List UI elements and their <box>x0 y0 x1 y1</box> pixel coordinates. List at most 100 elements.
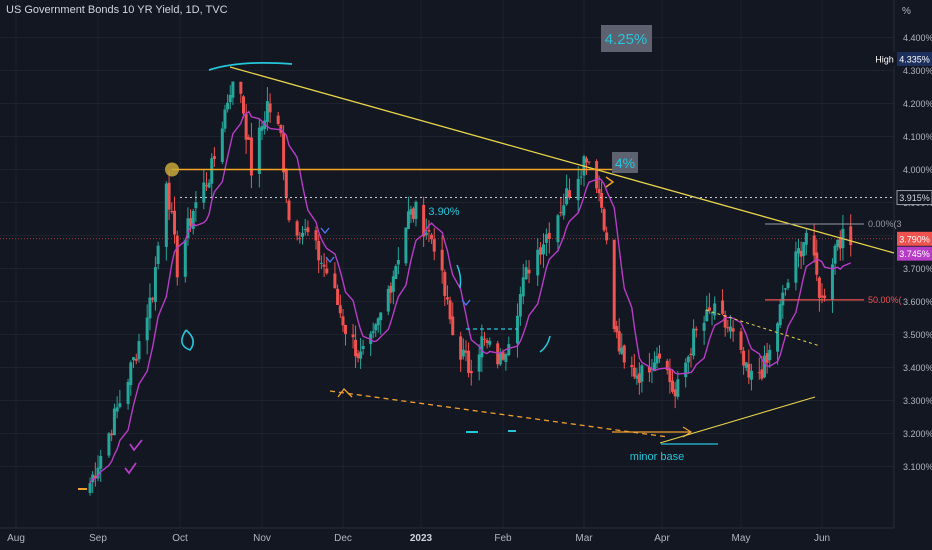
candle-body <box>359 351 363 359</box>
candle-body <box>786 282 790 288</box>
candle-body <box>202 182 206 203</box>
candle-body <box>710 312 714 314</box>
candle-body <box>430 234 434 240</box>
candle-body <box>676 379 680 397</box>
candle-body <box>630 365 634 368</box>
candle-body <box>763 355 767 378</box>
price-tag-value: 4.335% <box>899 54 930 64</box>
label-4: 4% <box>615 155 635 171</box>
candle-body <box>301 232 304 237</box>
candle-body <box>317 240 321 261</box>
label-425: 4.25% <box>605 31 648 48</box>
candle-body <box>319 262 323 264</box>
x-tick-label: May <box>732 533 751 544</box>
candle-body <box>647 366 651 373</box>
candle-body <box>167 182 171 210</box>
candle-body <box>156 245 160 265</box>
small-arrow <box>325 256 335 264</box>
small-arrow <box>320 227 330 235</box>
candle-body <box>657 353 661 359</box>
candle-body <box>620 347 624 354</box>
candle-body <box>249 137 253 176</box>
check-scribble <box>539 335 551 353</box>
fib-50-label: 50.00%( <box>868 295 902 305</box>
chart-title: US Government Bonds 10 YR Yield, 1D, TVC <box>6 4 228 16</box>
candle-body <box>689 353 693 356</box>
candle-body <box>836 239 840 247</box>
candle-body <box>702 322 706 331</box>
candle-body <box>379 312 383 321</box>
candle-body <box>757 372 761 374</box>
candle-body <box>287 200 291 221</box>
candle-body <box>461 349 465 357</box>
candle-body <box>96 467 100 479</box>
candle-body <box>88 483 92 493</box>
x-tick-label: Feb <box>494 533 512 544</box>
candle-body <box>427 230 431 232</box>
candle-body <box>241 96 245 114</box>
y-tick-label: 3.700% <box>903 264 932 274</box>
label-box-425 <box>601 25 652 52</box>
y-tick-label: 4.000% <box>903 165 932 175</box>
label-390: 3.90% <box>428 206 459 218</box>
price-tag-last-price <box>897 231 932 246</box>
candle-body <box>351 334 355 338</box>
candle-body <box>356 353 360 358</box>
candle-body <box>595 161 599 189</box>
candle-body <box>565 188 569 205</box>
x-tick-label: Sep <box>89 533 107 544</box>
candle-body <box>276 115 280 124</box>
candle-body <box>354 339 358 357</box>
candle-body <box>652 362 656 372</box>
candle-body <box>186 218 190 238</box>
candle-body <box>600 193 604 208</box>
candle-body <box>207 182 211 188</box>
candle-body <box>464 350 468 353</box>
candle-body <box>422 204 426 237</box>
candle-body <box>728 326 732 332</box>
candle-body <box>244 114 248 140</box>
candle-body <box>833 245 837 264</box>
small-arrow <box>461 299 471 307</box>
candle-body <box>132 357 136 361</box>
x-tick-label: Aug <box>7 533 25 544</box>
candle-body <box>815 252 819 275</box>
candle-body <box>374 324 378 331</box>
candle-body <box>338 305 342 314</box>
candle-body <box>394 266 398 280</box>
candle-body <box>361 346 365 350</box>
candle-body <box>445 297 449 300</box>
candle-body <box>336 288 340 305</box>
candle-body <box>612 239 616 330</box>
candle-body <box>212 156 216 159</box>
candle-body <box>257 127 261 174</box>
candle-body <box>189 218 193 227</box>
candle-body <box>469 370 473 374</box>
candle-body <box>742 350 746 366</box>
candle-body <box>480 336 484 358</box>
candle-body <box>849 226 853 246</box>
candle-body <box>239 81 243 94</box>
y-tick-label: 4.100% <box>903 132 932 142</box>
candle-body <box>322 264 326 267</box>
candle-body <box>802 242 806 256</box>
candle-body <box>110 433 114 436</box>
candle-body <box>597 188 601 194</box>
candle-body <box>622 345 626 363</box>
candle-body <box>686 356 690 363</box>
candle-body <box>134 358 138 361</box>
candle-body <box>576 178 580 201</box>
candle-body <box>501 352 505 360</box>
channel-dashed-line <box>705 309 821 347</box>
candle-body <box>637 373 641 383</box>
candle-body <box>615 326 619 333</box>
candle-body <box>145 317 149 341</box>
y-tick-label: 3.600% <box>903 297 932 307</box>
price-tag-value: 3.915% <box>899 193 930 203</box>
candle-body <box>344 325 348 334</box>
caret-mark <box>337 388 353 398</box>
candle-body <box>739 331 743 350</box>
candle-body <box>223 109 227 129</box>
candle-body <box>93 475 97 478</box>
